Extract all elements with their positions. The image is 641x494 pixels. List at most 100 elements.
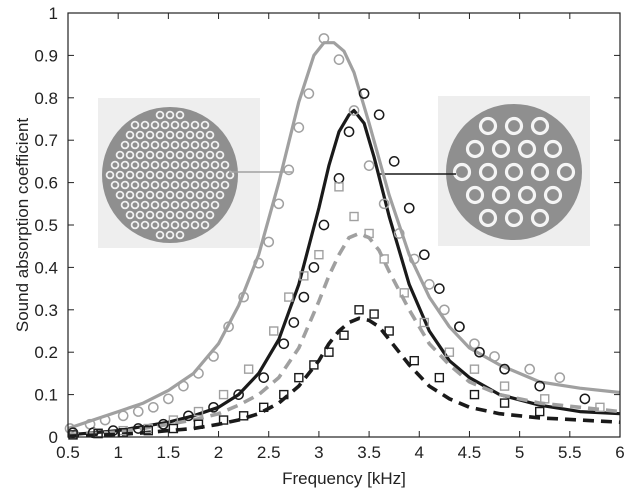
perforation-hole-icon [120,160,130,170]
black-squares-point [469,389,480,400]
black-circles-point [107,425,119,436]
gray-circles-point [273,198,285,210]
x-tick-label: 2 [214,443,223,462]
perforation-hole-icon [190,120,200,130]
black-circles-point [433,283,445,294]
black-circles-point [534,380,546,392]
perforation-hole-icon [130,220,140,230]
perforation-hole-icon [165,170,175,180]
black-squares-point [168,423,179,434]
perforation-hole-icon [160,220,170,230]
perforation-hole-icon [465,139,485,159]
gray-squares-point [334,182,344,192]
perforation-hole-icon [110,160,120,170]
perforation-hole-icon [150,180,160,190]
black-circles-point [157,418,169,430]
perforation-hole-icon [185,150,195,160]
perforation-hole-icon [175,130,185,140]
perforation-hole-icon [205,150,215,160]
perforation-hole-icon [120,200,130,210]
gray-squares-point [299,271,309,281]
gray-circles-point [378,198,390,210]
gray-squares-point [364,228,374,239]
perforation-hole-icon [185,210,195,220]
perforation-hole-icon [205,190,215,200]
black-squares-point [279,389,289,400]
black-circles-point [373,109,385,121]
perforation-hole-icon [165,190,175,200]
black-circles-point [318,219,330,231]
perforation-hole-icon [200,220,210,230]
black-circles-point [308,262,320,273]
black-squares-point [309,360,319,370]
perforation-hole-icon [130,120,140,130]
perforation-hole-icon [160,180,170,190]
perforation-hole-icon [504,162,524,182]
black-squares-point [68,430,78,440]
perforation-hole-icon [180,220,190,230]
gray-circles-point [117,410,129,422]
perforation-hole-icon [130,180,140,190]
perforation-hole-icon [150,200,160,210]
perforation-hole-icon [175,110,185,120]
perforation-hole-icon [150,220,160,230]
black-circles-point [183,410,194,422]
gray-squares-point [243,364,254,374]
perforation-hole-icon [195,150,205,160]
y-tick-label: 0.3 [34,301,58,320]
y-tick-label: 0.4 [34,258,58,277]
perforation-hole-icon [140,220,150,230]
perforation-hole-icon [465,185,485,205]
perforation-hole-icon [140,200,150,210]
perforation-hole-icon [155,230,165,240]
perforation-hole-icon [220,180,230,190]
perforation-hole-icon [125,150,135,160]
perforation-hole-icon [210,140,220,150]
perforation-hole-icon [170,200,180,210]
perforation-hole-icon [155,110,165,120]
perforation-hole-icon [125,190,135,200]
black-circles-point [499,363,510,375]
gray-circles-point [524,363,536,375]
perforation-hole-icon [115,150,125,160]
x-tick-label: 4.5 [458,443,482,462]
x-tick-label: 3 [314,443,323,462]
x-tick-label: 5 [515,443,524,462]
black-squares-point [324,347,334,357]
black-squares-point [93,428,103,439]
perforation-hole-icon [180,200,190,210]
perforation-hole-icon [150,160,160,170]
black-squares-point [143,425,153,436]
perforation-hole-icon [145,210,155,220]
gray-circles-point [423,279,435,290]
perforation-hole-icon [155,210,165,220]
x-axis-label: Frequency [kHz] [282,469,406,488]
black-squares-point [259,402,269,413]
black-circles-point [298,291,310,303]
perforation-hole-icon [130,140,140,150]
black-squares-point [354,305,364,315]
y-tick-label: 0.6 [34,174,58,193]
perforation-hole-icon [205,170,215,180]
gray-squares-point [419,317,429,328]
perforation-hole-icon [135,150,145,160]
perforation-hole-icon [195,170,205,180]
y-tick-label: 0 [49,428,58,447]
perforation-hole-icon [195,190,205,200]
perforation-hole-icon [185,190,195,200]
perforation-hole-icon [210,180,220,190]
black-circles-point [343,126,355,138]
perforation-hole-icon [150,120,160,130]
gray-circles-point [208,351,219,362]
perforation-hole-icon [160,160,170,170]
dense-perforation-holes [105,110,235,240]
perforation-hole-icon [140,180,150,190]
inset-images [98,96,590,248]
gray-circles-point [163,393,174,405]
y-tick-label: 0.7 [34,131,58,150]
gray-circles-point [393,228,405,239]
black-squares-point [193,419,204,429]
perforation-hole-icon [180,180,190,190]
perforation-hole-icon [145,150,155,160]
perforation-hole-icon [200,160,210,170]
